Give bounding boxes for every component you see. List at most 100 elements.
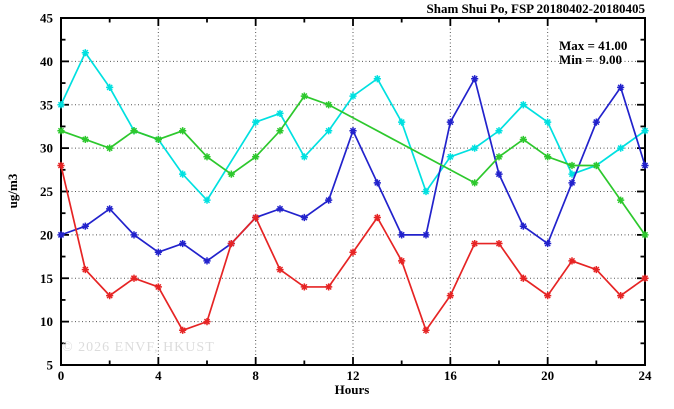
- blue-series-marker: [81, 222, 89, 230]
- cyan-series-marker: [325, 127, 333, 135]
- red-series-marker: [519, 274, 527, 282]
- blue-series-marker: [495, 170, 503, 178]
- blue-series-marker: [398, 231, 406, 239]
- red-series-marker: [495, 239, 503, 248]
- green-series-marker: [276, 127, 284, 135]
- red-series-marker: [641, 274, 649, 282]
- cyan-series-marker: [471, 144, 479, 152]
- green-series-marker: [130, 127, 138, 135]
- green-series-marker: [519, 135, 527, 144]
- min-value-label: Min = 9.00: [559, 52, 623, 67]
- green-series-marker: [495, 153, 503, 161]
- red-series-marker: [471, 239, 479, 248]
- green-series-marker: [203, 153, 211, 161]
- cyan-series-marker: [203, 196, 211, 204]
- green-series-marker: [154, 135, 162, 144]
- cyan-series-marker: [57, 101, 65, 109]
- x-tick-label: 0: [58, 368, 65, 383]
- blue-series-marker: [276, 205, 284, 213]
- green-series-marker: [568, 161, 576, 170]
- blue-series-marker: [641, 161, 649, 170]
- green-series-marker: [179, 127, 187, 135]
- cyan-series-marker: [276, 109, 284, 118]
- y-tick-label: 40: [40, 54, 53, 69]
- green-series-marker: [325, 101, 333, 109]
- x-tick-label: 24: [639, 368, 653, 383]
- x-tick-label: 8: [252, 368, 259, 383]
- x-axis-label: Hours: [334, 382, 370, 397]
- watermark-text: © 2026 ENVF, HKUST: [62, 340, 215, 355]
- green-series-line: [60, 95, 646, 236]
- blue-series-marker: [349, 127, 357, 135]
- blue-series-marker: [568, 179, 576, 187]
- cyan-series-marker: [446, 153, 454, 161]
- cyan-series-marker: [617, 144, 625, 152]
- red-series-marker: [373, 213, 381, 222]
- red-series-marker: [106, 292, 114, 300]
- blue-series-marker: [544, 239, 552, 248]
- green-series-marker: [81, 135, 89, 144]
- cyan-series-marker: [81, 49, 89, 57]
- x-tick-label: 16: [444, 368, 458, 383]
- blue-series-marker: [300, 213, 308, 222]
- y-tick-label: 20: [40, 227, 53, 242]
- green-series-marker: [57, 127, 65, 135]
- x-tick-label: 12: [347, 368, 360, 383]
- green-series-marker: [252, 153, 260, 161]
- red-series-marker: [130, 274, 138, 282]
- green-series-marker: [641, 231, 649, 239]
- red-series-marker: [398, 257, 406, 265]
- blue-series-marker: [154, 248, 162, 256]
- y-tick-label: 30: [40, 141, 53, 156]
- red-series-marker: [349, 248, 357, 256]
- cyan-series-marker: [179, 170, 187, 178]
- x-tick-label: 20: [541, 368, 554, 383]
- y-tick-label: 25: [40, 184, 54, 199]
- cyan-series-marker: [398, 118, 406, 126]
- y-tick-label: 15: [40, 271, 54, 286]
- cyan-series-marker: [252, 118, 260, 126]
- red-series-marker: [154, 283, 162, 291]
- cyan-series-marker: [422, 187, 430, 196]
- max-value-label: Max = 41.00: [559, 38, 628, 53]
- blue-series-marker: [130, 231, 138, 239]
- cyan-series-marker: [544, 118, 552, 126]
- red-series-marker: [592, 265, 600, 274]
- red-series-marker: [252, 213, 260, 222]
- red-series-marker: [568, 257, 576, 265]
- cyan-series-marker: [349, 92, 357, 100]
- blue-series-marker: [325, 196, 333, 204]
- green-series-marker: [544, 153, 552, 161]
- red-series-marker: [203, 318, 211, 326]
- blue-series-marker: [57, 231, 65, 239]
- y-tick-label: 10: [40, 314, 53, 329]
- x-tick-label: 4: [155, 368, 162, 383]
- red-series-marker: [81, 265, 89, 274]
- blue-series-marker: [106, 205, 114, 213]
- cyan-series-marker: [373, 75, 381, 83]
- cyan-series-marker: [568, 170, 576, 178]
- blue-series-marker: [179, 239, 187, 248]
- red-series-marker: [276, 265, 284, 274]
- red-series-marker: [617, 292, 625, 300]
- red-series-marker: [57, 161, 65, 170]
- y-tick-label: 35: [40, 97, 54, 112]
- blue-series-marker: [471, 75, 479, 83]
- green-series-marker: [106, 144, 114, 152]
- cyan-series-marker: [495, 127, 503, 135]
- blue-series-marker: [592, 118, 600, 126]
- cyan-series-marker: [519, 101, 527, 109]
- blue-series-marker: [446, 118, 454, 126]
- maxmin-annotation: Max = 41.00 Min = 9.00: [559, 39, 627, 67]
- red-series-marker: [325, 283, 333, 291]
- red-series-marker: [544, 292, 552, 300]
- y-tick-label: 45: [40, 11, 54, 26]
- blue-series-marker: [617, 83, 625, 91]
- red-series-marker: [446, 292, 454, 300]
- red-series-marker: [179, 326, 187, 334]
- chart-title: Sham Shui Po, FSP 20180402-20180405: [426, 1, 645, 16]
- green-series-marker: [300, 92, 308, 100]
- y-tick-label: 5: [47, 358, 54, 373]
